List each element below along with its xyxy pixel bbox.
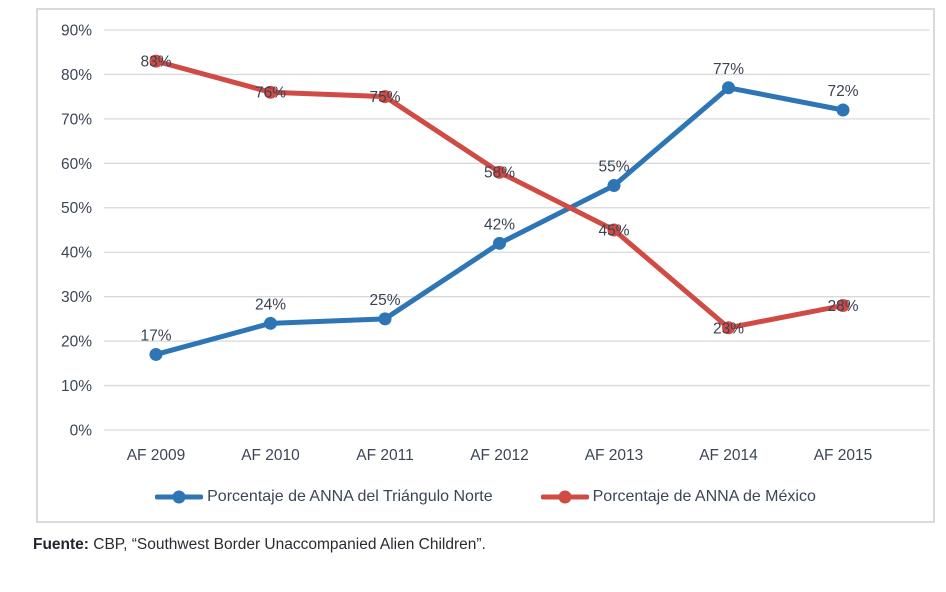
data-label: 17% — [140, 327, 171, 344]
legend-marker-icon — [155, 490, 204, 504]
data-label: 23% — [713, 320, 744, 337]
data-point — [264, 316, 277, 330]
legend-label: Porcentaje de ANNA del Triángulo Norte — [207, 488, 493, 505]
data-point — [607, 223, 621, 237]
data-point — [493, 236, 506, 250]
x-axis-label: AF 2015 — [814, 447, 873, 464]
data-label: 76% — [255, 85, 286, 102]
x-axis-label: AF 2013 — [585, 447, 644, 464]
data-point — [836, 299, 850, 313]
y-tick-label: 40% — [61, 245, 92, 262]
data-label: 72% — [827, 83, 858, 100]
legend-item: Porcentaje de ANNA de México — [540, 488, 816, 506]
data-point — [378, 90, 392, 104]
x-axis-label: AF 2014 — [699, 447, 758, 464]
source-text: CBP, “Southwest Border Unaccompanied Ali… — [88, 536, 486, 553]
legend-label: Porcentaje de ANNA de México — [592, 488, 816, 505]
y-tick-label: 70% — [61, 111, 92, 128]
data-point — [722, 81, 735, 95]
data-point — [607, 179, 621, 193]
x-axis-label: AF 2009 — [127, 447, 186, 464]
data-point — [836, 103, 850, 117]
data-label: 24% — [255, 296, 286, 313]
y-tick-label: 50% — [61, 200, 92, 217]
data-label: 83% — [140, 54, 171, 71]
data-point — [149, 347, 163, 361]
data-label: 77% — [713, 61, 744, 78]
legend-marker-icon — [540, 490, 589, 504]
data-label: 28% — [827, 298, 858, 315]
chart-legend: Porcentaje de ANNA del Triángulo Norte Po… — [38, 476, 933, 518]
y-tick-label: 80% — [61, 67, 92, 84]
x-axis-label: AF 2010 — [241, 447, 300, 464]
data-label: 42% — [484, 216, 515, 233]
line-chart: 0% 10% 20% 30% 40% 50% 60% 70% 80% 90% AF 2009 AF 2… — [61, 22, 930, 464]
data-label: 75% — [369, 89, 400, 106]
y-tick-label: 10% — [61, 378, 92, 395]
chart-frame: 0% 10% 20% 30% 40% 50% 60% 70% 80% 90% AF 2009 AF 2… — [36, 8, 935, 523]
data-point — [493, 165, 506, 179]
x-axis-label: AF 2012 — [470, 447, 529, 464]
data-label: 25% — [369, 292, 400, 309]
data-label: 55% — [598, 159, 629, 176]
data-label: 45% — [598, 223, 629, 240]
legend-item: Porcentaje de ANNA del Triángulo Norte — [155, 488, 493, 506]
y-tick-label: 60% — [61, 156, 92, 173]
source-note: Fuente: CBP, “Southwest Border Unaccompa… — [33, 536, 486, 554]
y-tick-label: 0% — [70, 422, 93, 439]
x-axis-label: AF 2011 — [356, 447, 413, 464]
y-tick-label: 30% — [61, 289, 92, 306]
source-prefix: Fuente: — [33, 536, 89, 553]
data-point — [378, 312, 392, 326]
data-point — [149, 54, 163, 68]
data-point — [722, 321, 735, 335]
data-label: 58% — [484, 165, 515, 182]
y-tick-label: 20% — [61, 334, 92, 351]
y-tick-label: 90% — [61, 22, 92, 39]
data-point — [264, 85, 277, 99]
